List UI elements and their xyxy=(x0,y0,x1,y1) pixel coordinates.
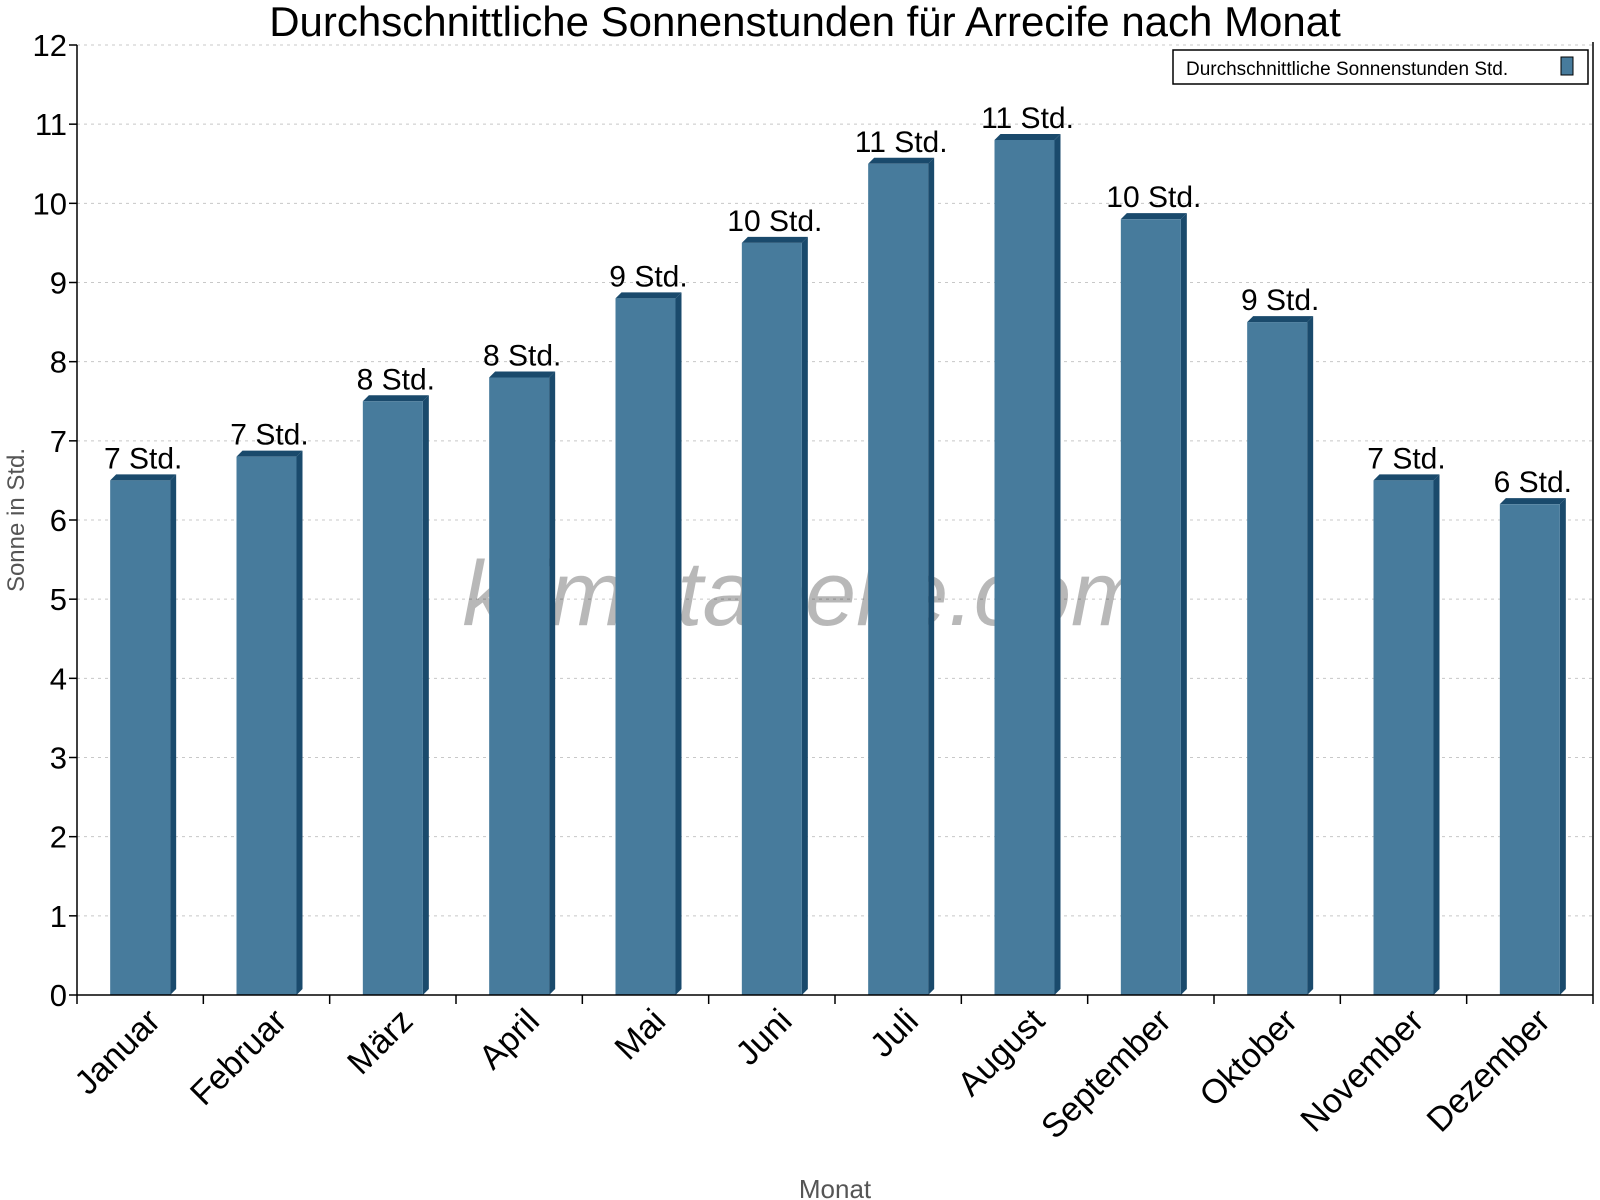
bar xyxy=(236,456,297,996)
bar-top xyxy=(1373,474,1440,481)
x-tick-label: April xyxy=(472,1002,547,1077)
legend-label: Durchschnittliche Sonnenstunden Std. xyxy=(1186,59,1508,80)
y-tick-label: 5 xyxy=(50,582,67,617)
y-tick-label: 9 xyxy=(50,266,67,301)
bar xyxy=(110,480,171,996)
bar-side xyxy=(549,371,556,995)
x-axis-label: Monat xyxy=(799,1174,872,1200)
x-tick-label: Februar xyxy=(183,1002,294,1113)
bar xyxy=(741,242,802,995)
bar xyxy=(868,163,929,995)
data-label: 9 Std. xyxy=(1241,284,1319,317)
bar-side xyxy=(1559,498,1566,995)
bar-side xyxy=(1180,213,1187,995)
data-label: 7 Std. xyxy=(104,442,182,475)
x-tick-label: September xyxy=(1034,1002,1178,1146)
y-tick-label: 12 xyxy=(33,28,67,63)
bar-top xyxy=(362,395,429,402)
y-tick-label: 4 xyxy=(50,661,67,696)
bar-top xyxy=(1247,316,1314,323)
bar xyxy=(1373,480,1434,996)
y-tick-label: 11 xyxy=(35,107,67,142)
y-tick-label: 10 xyxy=(33,186,67,221)
bar-side xyxy=(801,236,808,995)
bar xyxy=(362,401,423,995)
legend-box xyxy=(1172,49,1589,85)
data-label: 7 Std. xyxy=(230,419,308,452)
data-label: 9 Std. xyxy=(609,260,687,293)
data-label: 11 Std. xyxy=(855,126,948,159)
data-label: 11 Std. xyxy=(981,102,1074,135)
y-tick-label: 2 xyxy=(50,820,67,855)
bar-top xyxy=(110,474,177,481)
x-tick-label: Juli xyxy=(863,1002,926,1065)
bar-top xyxy=(236,450,303,457)
x-tick-label: November xyxy=(1293,1002,1431,1140)
bar-top xyxy=(489,371,556,378)
bar-top xyxy=(615,292,682,299)
y-axis-label: Sonne in Std. xyxy=(3,448,30,592)
x-tick-label: Januar xyxy=(67,1002,167,1102)
bar-side xyxy=(422,395,429,995)
bar xyxy=(489,377,550,995)
bar-top xyxy=(868,157,935,164)
data-label: 7 Std. xyxy=(1367,442,1445,475)
bar xyxy=(994,140,1055,995)
x-tick-label: Dezember xyxy=(1420,1002,1558,1140)
bar xyxy=(1499,504,1560,995)
x-tick-label: Oktober xyxy=(1192,1002,1304,1114)
legend-swatch xyxy=(1560,56,1574,76)
y-tick-label: 0 xyxy=(50,978,67,1013)
bar-side xyxy=(1433,474,1440,996)
data-label: 10 Std. xyxy=(727,205,822,238)
bar-top xyxy=(741,236,808,243)
bar-top xyxy=(1499,498,1566,505)
bar xyxy=(1120,219,1181,995)
x-tick-label: März xyxy=(340,1002,420,1082)
y-tick-label: 7 xyxy=(50,424,67,459)
x-tick-label: August xyxy=(950,1001,1052,1103)
bar-top xyxy=(1120,213,1187,220)
x-tick-label: Juni xyxy=(729,1002,800,1073)
y-tick-label: 3 xyxy=(50,741,67,776)
bar xyxy=(1247,322,1308,995)
data-label: 6 Std. xyxy=(1494,466,1572,499)
bar-side xyxy=(675,292,682,995)
legend: Durchschnittliche Sonnenstunden Std. xyxy=(1172,49,1589,85)
data-label: 10 Std. xyxy=(1106,181,1201,214)
y-tick-label: 8 xyxy=(50,345,67,380)
bar xyxy=(615,298,676,995)
y-tick-label: 1 xyxy=(50,899,67,934)
data-label: 8 Std. xyxy=(483,340,561,373)
bar-side xyxy=(1307,316,1314,995)
bar-side xyxy=(296,450,303,996)
data-label: 8 Std. xyxy=(357,363,435,396)
bar-side xyxy=(170,474,177,996)
bar-top xyxy=(994,134,1061,140)
bar-side xyxy=(928,157,935,995)
x-tick-label: Mai xyxy=(608,1002,674,1068)
chart-title: Durchschnittliche Sonnenstunden für Arre… xyxy=(269,0,1341,45)
y-tick-label: 6 xyxy=(50,503,67,538)
bar-side xyxy=(1054,134,1061,995)
